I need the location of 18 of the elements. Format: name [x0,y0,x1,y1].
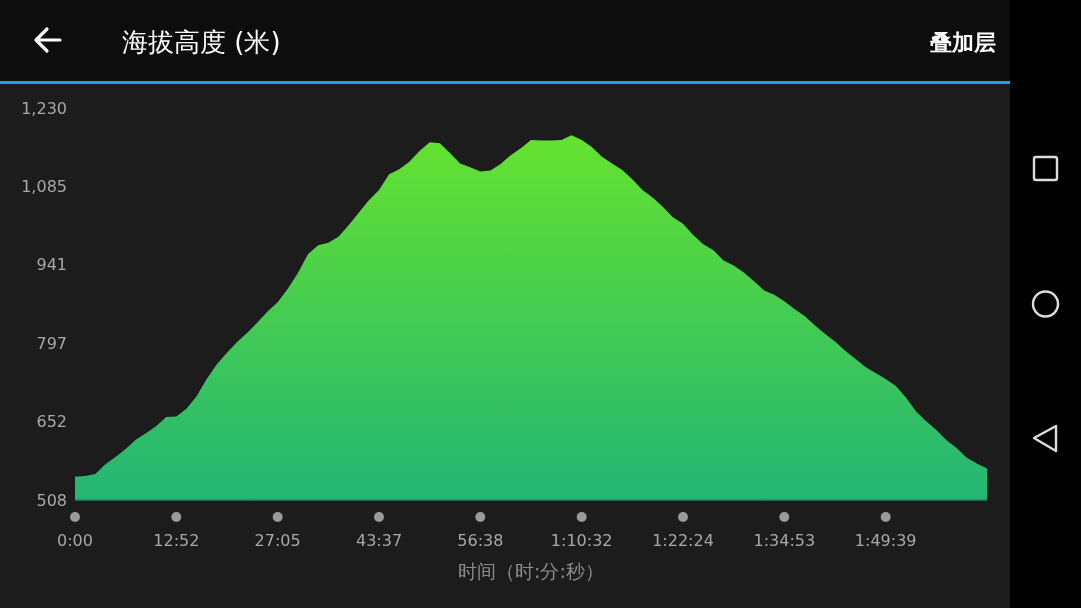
chart-title: 海拔高度 (米) [122,27,281,57]
x-tick-label: 43:37 [355,530,403,550]
x-tick-label: 1:22:24 [652,530,714,550]
x-axis-title: 时间（时:分:秒） [458,560,604,582]
y-tick-label: 941 [36,255,67,275]
x-tick-label: 1:10:32 [550,530,613,550]
x-tick-label: 12:52 [153,530,200,550]
x-tick-label: 27:05 [254,530,301,550]
x-tick-label: 56:38 [457,530,504,550]
y-tick-label: 508 [36,490,67,510]
y-tick-label: 797 [36,333,67,353]
x-tick-label: 1:34:53 [753,530,816,550]
x-tick-label: 0:00 [57,530,93,550]
y-tick-label: 652 [36,412,67,432]
y-tick-label: 1,230 [21,98,67,118]
text: 叠加层 [929,29,996,55]
y-tick-label: 1,085 [21,177,67,197]
x-tick-label: 1:49:39 [854,530,917,550]
